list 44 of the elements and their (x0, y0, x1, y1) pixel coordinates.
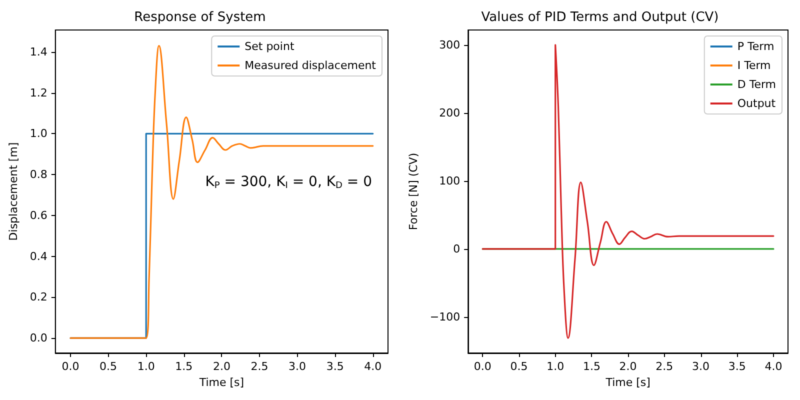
x-tick-label: 3.0 (288, 360, 306, 373)
x-tick-label: 0.0 (474, 360, 492, 373)
chart-title: Response of System (134, 10, 266, 25)
legend-label: I Term (737, 59, 771, 72)
x-tick-label: 1.0 (546, 360, 564, 373)
y-axis-title: Force [N] (CV) (407, 152, 420, 230)
y-tick-label: 100 (439, 174, 460, 188)
y-axis-title: Displacement [m] (7, 142, 20, 241)
x-tick-label: 0.0 (62, 360, 80, 373)
y-tick-label: 0.6 (30, 208, 48, 222)
x-tick-label: 1.5 (582, 360, 600, 373)
x-tick-label: 2.0 (619, 360, 637, 373)
y-tick-label: 0 (453, 242, 460, 256)
x-tick-label: 0.5 (510, 360, 528, 373)
y-tick-label: 0.4 (30, 250, 48, 263)
y-tick-label: 1.2 (30, 86, 48, 100)
y-tick-label: 200 (439, 106, 460, 120)
y-tick-label: −100 (430, 310, 460, 324)
x-axis-title: Time [s] (604, 376, 650, 389)
x-tick-label: 2.5 (656, 360, 674, 373)
x-tick-label: 3.0 (692, 360, 710, 373)
x-tick-label: 4.0 (764, 360, 782, 373)
chart-title: Values of PID Terms and Output (CV) (481, 10, 719, 25)
line-series (482, 44, 774, 339)
x-tick-label: 3.5 (728, 360, 746, 373)
legend-label: Measured displacement (244, 59, 377, 72)
x-tick-label: 3.5 (326, 360, 344, 373)
y-tick-label: 300 (439, 38, 460, 52)
legend-label: Set point (244, 40, 295, 53)
y-tick-label: 1.4 (30, 45, 48, 58)
x-tick-label: 4.0 (364, 360, 382, 373)
legend-label: Output (737, 97, 776, 110)
y-tick-label: 0.8 (30, 168, 48, 182)
y-tick-label: 0.0 (30, 332, 48, 345)
y-tick-label: 0.2 (30, 290, 48, 304)
y-tick-label: 1.0 (30, 127, 48, 140)
legend-label: D Term (737, 78, 776, 91)
x-tick-label: 1.5 (175, 360, 193, 373)
x-tick-label: 0.5 (100, 360, 118, 373)
x-tick-label: 1.0 (137, 360, 155, 373)
x-tick-label: 2.5 (250, 360, 268, 373)
x-axis-title: Time [s] (198, 376, 244, 389)
x-tick-label: 2.0 (212, 360, 230, 373)
legend-label: P Term (737, 40, 774, 53)
